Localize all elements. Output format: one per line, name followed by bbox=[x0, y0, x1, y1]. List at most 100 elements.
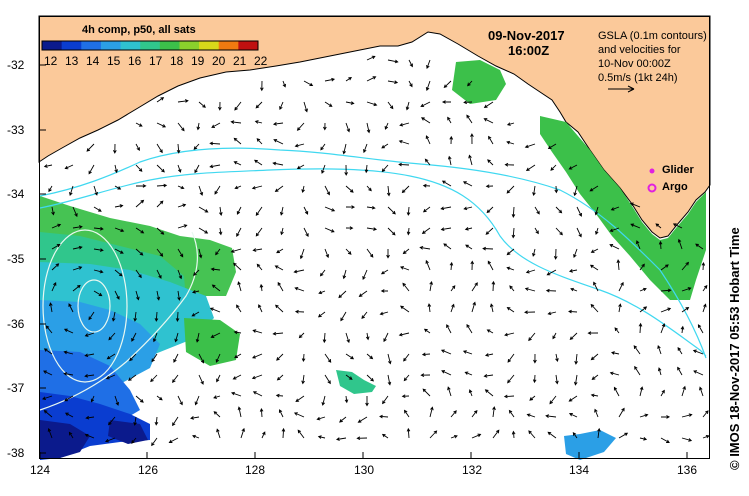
velocity-arrow bbox=[211, 284, 221, 292]
velocity-arrow bbox=[427, 303, 432, 313]
velocity-arrow bbox=[317, 311, 326, 318]
velocity-arrow bbox=[177, 395, 183, 406]
velocity-arrow bbox=[105, 374, 116, 380]
lon-tick-label: 134 bbox=[569, 463, 590, 477]
velocity-arrow bbox=[463, 100, 473, 105]
velocity-arrow bbox=[657, 367, 662, 376]
velocity-arrow bbox=[555, 227, 563, 236]
velocity-arrow bbox=[154, 416, 159, 426]
velocity-arrow bbox=[215, 353, 221, 363]
velocity-arrow bbox=[610, 206, 620, 211]
velocity-arrow bbox=[506, 122, 515, 126]
velocity-arrow bbox=[487, 260, 494, 271]
velocity-arrow bbox=[609, 227, 620, 233]
velocity-arrow bbox=[198, 185, 204, 196]
velocity-arrow bbox=[232, 374, 242, 380]
velocity-arrow bbox=[555, 353, 559, 363]
velocity-arrow bbox=[236, 304, 242, 313]
velocity-arrow bbox=[383, 332, 389, 343]
velocity-arrow bbox=[660, 323, 666, 334]
colorbar-segment bbox=[238, 41, 259, 50]
velocity-arrow bbox=[114, 164, 118, 174]
colorbar-label: 21 bbox=[233, 54, 247, 68]
velocity-arrow bbox=[43, 370, 53, 376]
velocity-arrow bbox=[470, 133, 474, 145]
colorbar-title: 4h comp, p50, all sats bbox=[82, 24, 196, 36]
velocity-arrow bbox=[63, 350, 74, 355]
velocity-arrow bbox=[366, 353, 374, 360]
gsla-note-line: 0.5m/s (1kt 24h) bbox=[598, 72, 678, 84]
velocity-arrow bbox=[342, 143, 347, 155]
velocity-arrow bbox=[380, 269, 389, 275]
velocity-arrow bbox=[443, 243, 452, 250]
velocity-arrow bbox=[51, 244, 61, 250]
velocity-arrow bbox=[219, 206, 223, 217]
velocity-arrow bbox=[294, 143, 305, 148]
velocity-arrow bbox=[440, 227, 452, 232]
velocity-arrow bbox=[545, 414, 557, 418]
velocity-arrow bbox=[554, 185, 559, 194]
velocity-arrow bbox=[382, 395, 389, 405]
velocity-arrow bbox=[198, 206, 209, 213]
velocity-arrow bbox=[639, 263, 645, 271]
velocity-arrow bbox=[408, 80, 413, 88]
velocity-arrow bbox=[387, 59, 399, 64]
velocity-arrow bbox=[568, 309, 578, 314]
velocity-arrow bbox=[85, 415, 95, 420]
velocity-arrow bbox=[468, 154, 473, 166]
velocity-arrow bbox=[84, 332, 95, 337]
velocity-arrow bbox=[86, 143, 95, 152]
velocity-arrow bbox=[342, 269, 347, 280]
velocity-arrow bbox=[111, 311, 116, 322]
velocity-arrow bbox=[190, 416, 200, 420]
velocity-arrow bbox=[595, 227, 599, 236]
velocity-arrow bbox=[618, 432, 629, 439]
velocity-arrow bbox=[681, 437, 693, 442]
velocity-arrow bbox=[672, 223, 683, 229]
velocity-arrow bbox=[660, 307, 672, 313]
velocity-arrow bbox=[420, 373, 431, 377]
colorbar-label: 14 bbox=[86, 54, 100, 68]
velocity-arrow bbox=[215, 248, 221, 256]
velocity-arrow bbox=[429, 430, 438, 439]
velocity-arrow bbox=[276, 248, 284, 254]
velocity-arrow bbox=[403, 374, 410, 382]
velocity-arrow bbox=[172, 416, 179, 427]
colorbar-label: 19 bbox=[191, 54, 205, 68]
velocity-arrow bbox=[156, 227, 165, 235]
velocity-arrow bbox=[323, 122, 327, 131]
velocity-arrow bbox=[68, 303, 74, 313]
velocity-arrow bbox=[568, 413, 578, 418]
velocity-arrow bbox=[422, 206, 431, 213]
velocity-arrow bbox=[406, 206, 411, 216]
velocity-arrow bbox=[213, 411, 221, 418]
velocity-arrow bbox=[681, 385, 686, 397]
velocity-arrow bbox=[316, 416, 326, 421]
velocity-arrow bbox=[211, 122, 221, 128]
colorbar-label: 20 bbox=[212, 54, 226, 68]
velocity-arrow bbox=[590, 353, 599, 361]
velocity-arrow bbox=[573, 248, 578, 258]
velocity-arrow bbox=[576, 227, 582, 238]
velocity-arrow bbox=[526, 413, 536, 418]
velocity-arrow bbox=[525, 269, 536, 274]
velocity-arrow bbox=[639, 437, 648, 441]
velocity-arrow bbox=[114, 227, 125, 233]
velocity-arrow bbox=[681, 287, 692, 292]
lon-tick-label: 128 bbox=[245, 463, 266, 477]
velocity-arrow bbox=[424, 158, 431, 166]
velocity-arrow bbox=[398, 332, 410, 337]
snapshot-time: 16:00Z bbox=[508, 43, 550, 58]
colorbar-label: 18 bbox=[170, 54, 184, 68]
velocity-arrow bbox=[237, 406, 242, 418]
velocity-arrow bbox=[135, 248, 144, 256]
velocity-arrow bbox=[135, 395, 144, 403]
velocity-arrow bbox=[610, 351, 620, 355]
velocity-arrow bbox=[282, 80, 287, 88]
velocity-arrow bbox=[511, 206, 516, 218]
velocity-arrow bbox=[69, 185, 74, 196]
velocity-arrow bbox=[252, 353, 263, 359]
velocity-arrow bbox=[449, 261, 454, 271]
velocity-arrow bbox=[380, 289, 388, 293]
lat-tick-label: -34 bbox=[7, 187, 25, 201]
